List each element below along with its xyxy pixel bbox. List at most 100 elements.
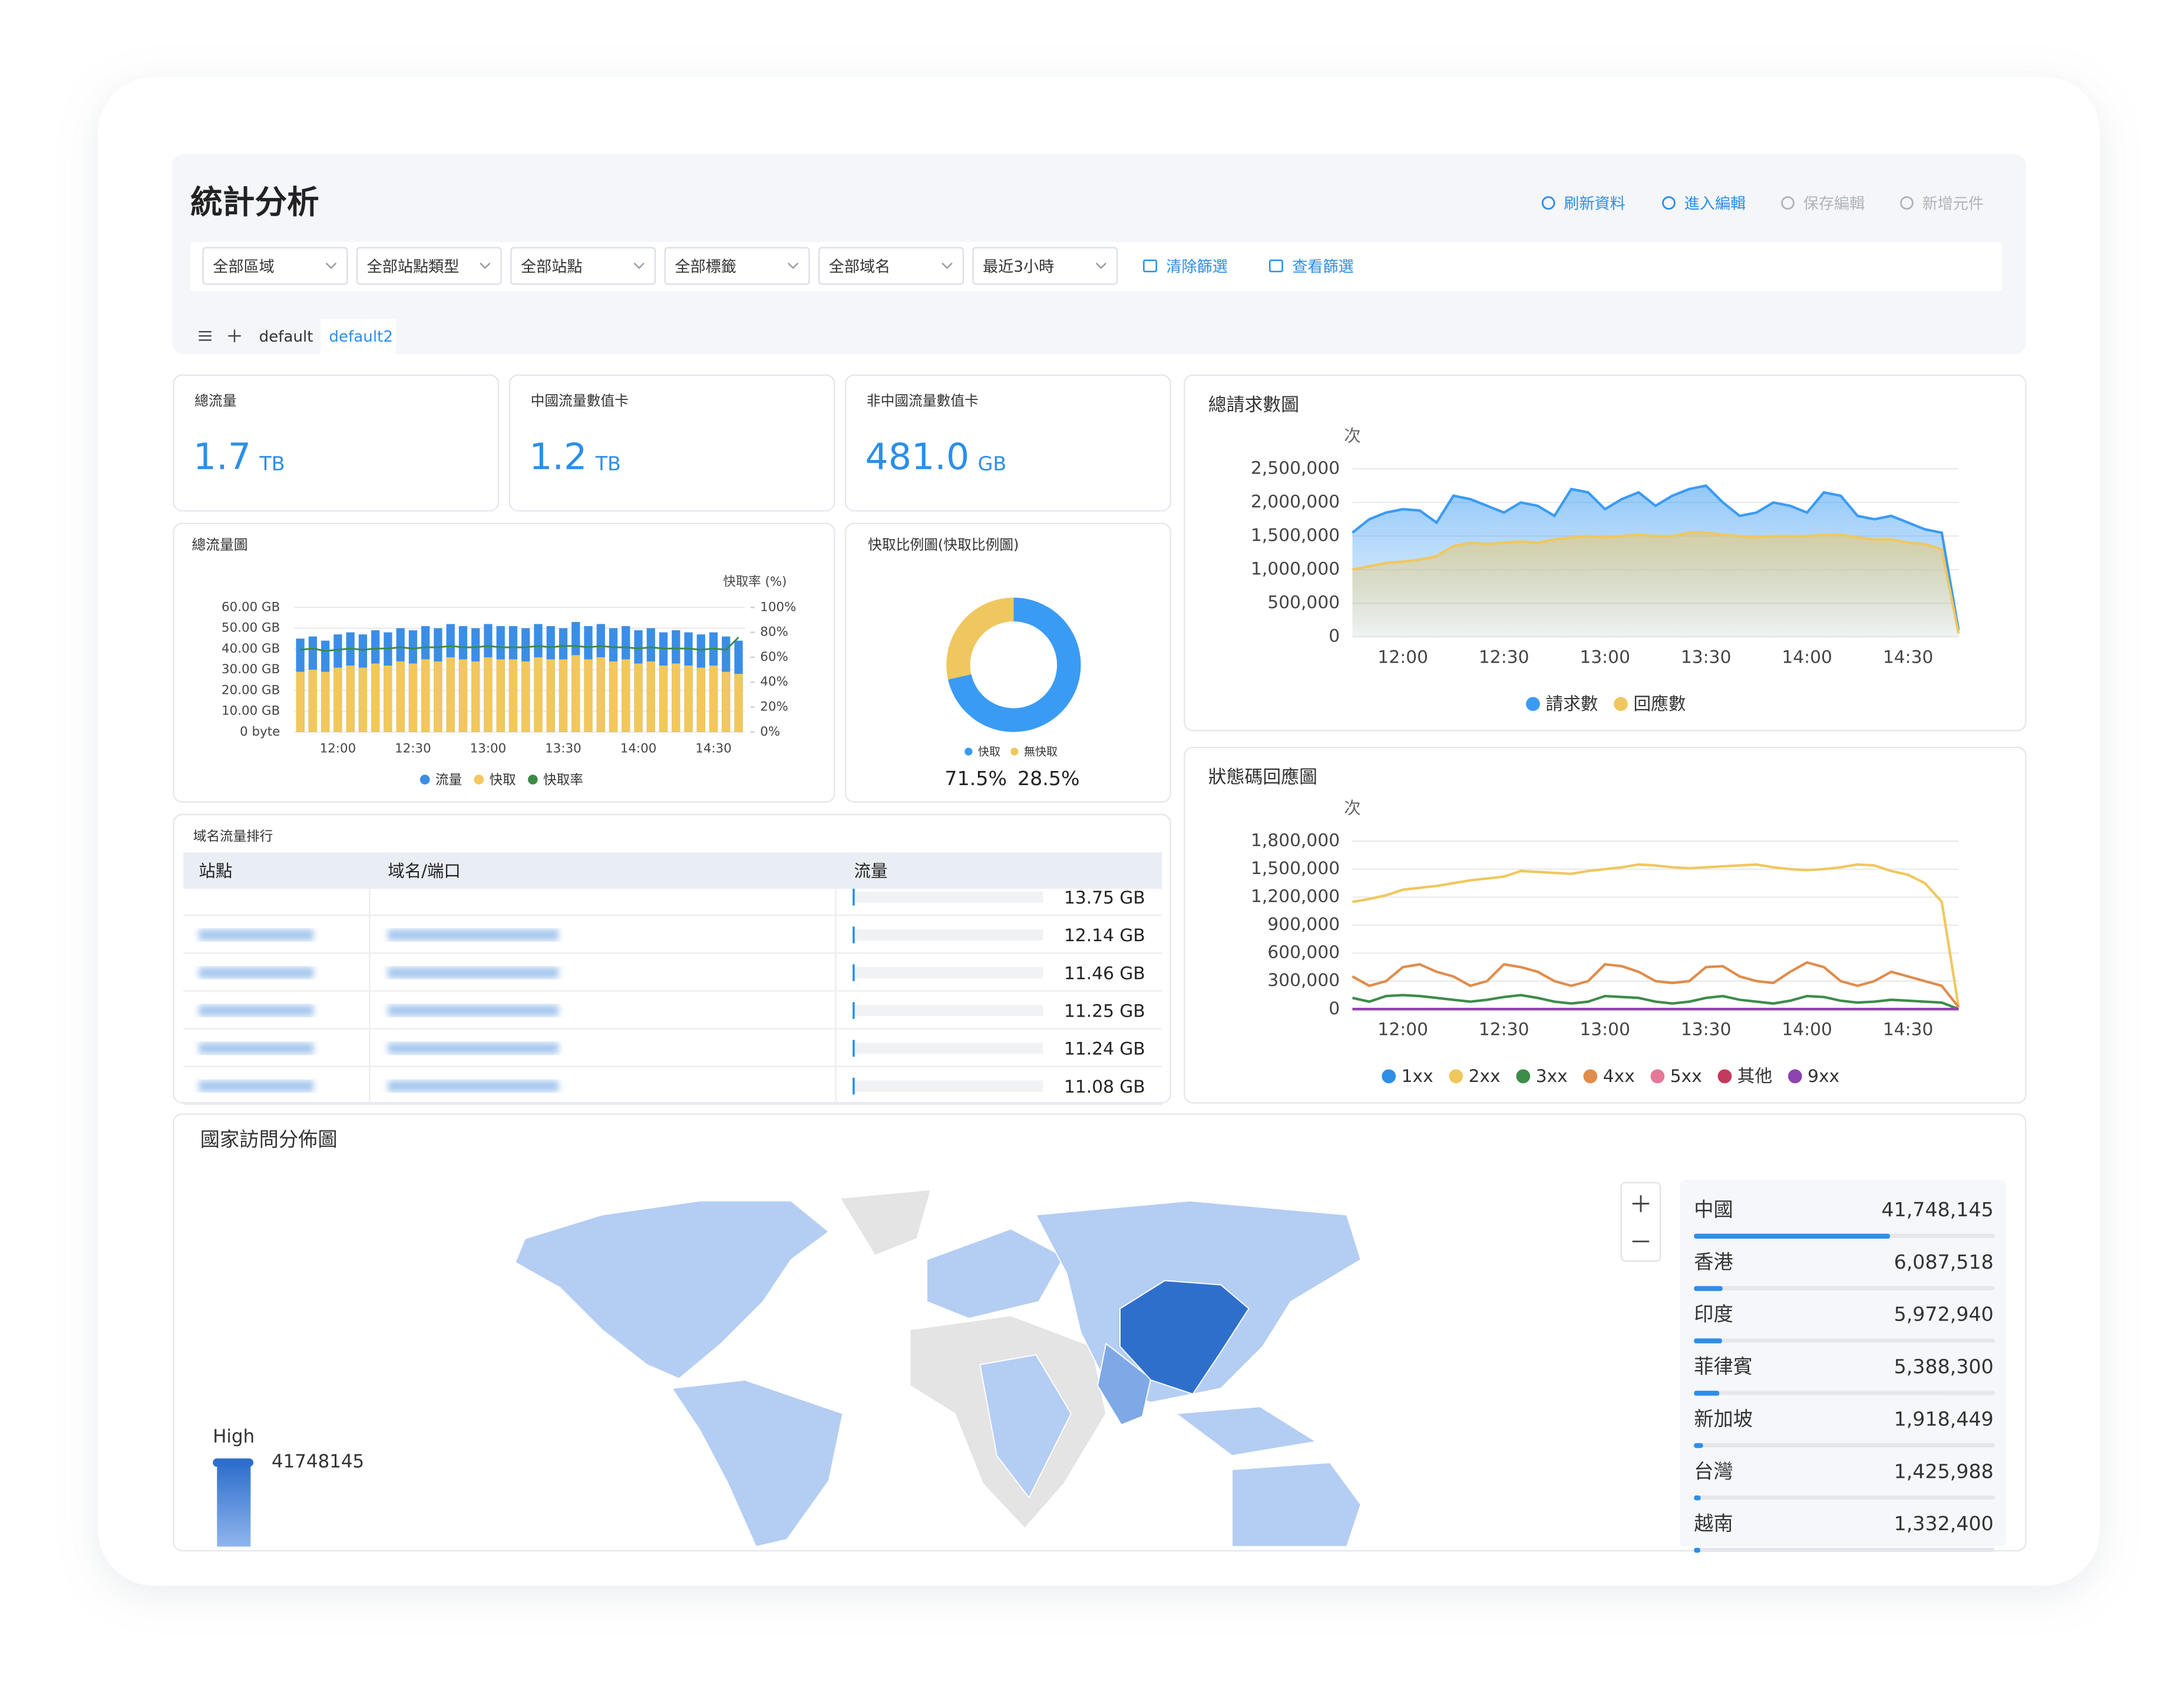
country-shape <box>1119 1280 1250 1395</box>
series-line <box>1352 863 1960 1008</box>
action-button[interactable]: 刷新資料 <box>1564 195 1625 213</box>
bar <box>734 674 743 732</box>
country-value: 1,425,988 <box>1894 1460 1994 1482</box>
action-button[interactable]: 進入編輯 <box>1684 195 1746 213</box>
table-cell: 11.25 GB <box>1064 1001 1145 1022</box>
x-tick-label: 13:30 <box>545 741 581 756</box>
legend-label: 快取率 <box>543 772 583 787</box>
bar <box>596 657 605 732</box>
legend-max: 41748145 <box>272 1451 364 1472</box>
bar-track <box>1694 1286 1995 1290</box>
legend-marker <box>1382 1069 1396 1084</box>
legend-marker <box>1650 1069 1665 1084</box>
country-shape <box>926 1228 1065 1319</box>
filter-select[interactable] <box>818 247 964 285</box>
country-shape <box>979 1354 1072 1499</box>
chevron <box>325 262 337 269</box>
bar <box>559 659 568 732</box>
filter-select[interactable] <box>202 247 348 285</box>
ranking-bar <box>1694 1391 1720 1396</box>
legend-label: 快取 <box>490 772 516 787</box>
y-tick-label: 1,500,000 <box>1251 525 1340 546</box>
tab[interactable]: default2 <box>329 328 393 346</box>
chart-title: 狀態碼回應圖 <box>1208 767 1317 788</box>
ranking-bar <box>1694 1233 1890 1239</box>
country-name: 香港 <box>1694 1250 1733 1273</box>
area <box>1352 532 1959 637</box>
card-value: 1.2 <box>529 435 587 478</box>
bar-track <box>1694 1338 1995 1343</box>
bar <box>534 657 543 732</box>
page-title: 統計分析 <box>190 183 319 221</box>
donut-slice <box>946 597 1014 680</box>
add-tab-icon <box>228 329 241 342</box>
x-tick-label: 12:00 <box>1377 1019 1428 1040</box>
bar <box>709 665 718 732</box>
action-button[interactable]: 新增元件 <box>1922 195 1984 213</box>
ranking-bar <box>1694 1286 1723 1291</box>
x-tick-label: 12:30 <box>1479 647 1529 667</box>
y-tick-label: 1,200,000 <box>1251 886 1340 907</box>
y-tick-label: 300,000 <box>1267 970 1340 991</box>
blurred-cell <box>388 929 559 941</box>
filter-select[interactable] <box>356 247 502 285</box>
legend-marker <box>1526 697 1540 712</box>
y-tick-label: 0 <box>1329 626 1340 647</box>
country-shape <box>514 1200 830 1379</box>
legend-marker <box>1449 1069 1463 1084</box>
x-tick-label: 14:00 <box>620 741 657 756</box>
x-tick-label: 14:30 <box>1883 647 1934 667</box>
legend-label: 2xx <box>1469 1066 1501 1087</box>
y-tick-label: 600,000 <box>1267 942 1340 963</box>
legend-label: 其他 <box>1737 1066 1772 1087</box>
progress-bar <box>853 926 855 944</box>
country-name: 中國 <box>1694 1198 1733 1221</box>
action-button[interactable]: 保存編輯 <box>1803 195 1865 213</box>
country-name: 新加坡 <box>1694 1407 1753 1430</box>
blurred-cell <box>388 967 559 979</box>
bar <box>384 665 392 732</box>
legend-marker <box>1010 747 1019 756</box>
x-tick-label: 13:00 <box>1580 647 1630 667</box>
tab[interactable]: default <box>259 328 313 346</box>
y-tick-label: 2,500,000 <box>1251 458 1340 479</box>
filter-select[interactable] <box>664 247 810 285</box>
filter-select[interactable] <box>510 247 656 285</box>
country-shape <box>670 1379 844 1547</box>
bar <box>371 663 380 732</box>
bar <box>358 667 368 732</box>
y2-tick-label: 20% <box>760 699 788 714</box>
series-line <box>1352 531 1960 634</box>
x-tick-label: 12:30 <box>395 741 431 756</box>
country-name: 越南 <box>1694 1512 1733 1535</box>
column-header: 域名/端口 <box>388 861 461 881</box>
legend-marker <box>419 775 430 785</box>
donut-slice <box>948 597 1081 732</box>
progress-track <box>853 1005 1043 1017</box>
x-tick-label: 13:30 <box>1681 647 1732 667</box>
bar <box>696 667 705 732</box>
legend-gradient <box>217 1464 251 1547</box>
y-tick-label: 50.00 GB <box>222 621 280 636</box>
legend-marker <box>474 775 484 785</box>
country-value: 6,087,518 <box>1894 1250 1994 1273</box>
y-tick-label: 0 byte <box>240 724 280 739</box>
y-tick-label: 500,000 <box>1267 593 1340 613</box>
filter-link[interactable]: 清除篩選 <box>1166 258 1227 276</box>
legend-handle <box>213 1458 254 1467</box>
filter-link[interactable]: 查看篩選 <box>1292 258 1354 276</box>
legend-marker <box>1583 1069 1598 1084</box>
rate-line <box>300 637 739 652</box>
zoom-in[interactable] <box>1632 1195 1650 1243</box>
card-unit: TB <box>595 452 621 475</box>
ranking-bar <box>1694 1495 1701 1501</box>
legend-label: 請求數 <box>1545 694 1598 714</box>
zoom-control[interactable] <box>1620 1182 1661 1262</box>
blurred-cell <box>388 1080 559 1092</box>
card-unit: GB <box>978 452 1007 475</box>
filter-select[interactable] <box>972 247 1118 285</box>
blurred-cell <box>388 1005 559 1017</box>
value-label: 28.5% <box>1017 767 1080 790</box>
